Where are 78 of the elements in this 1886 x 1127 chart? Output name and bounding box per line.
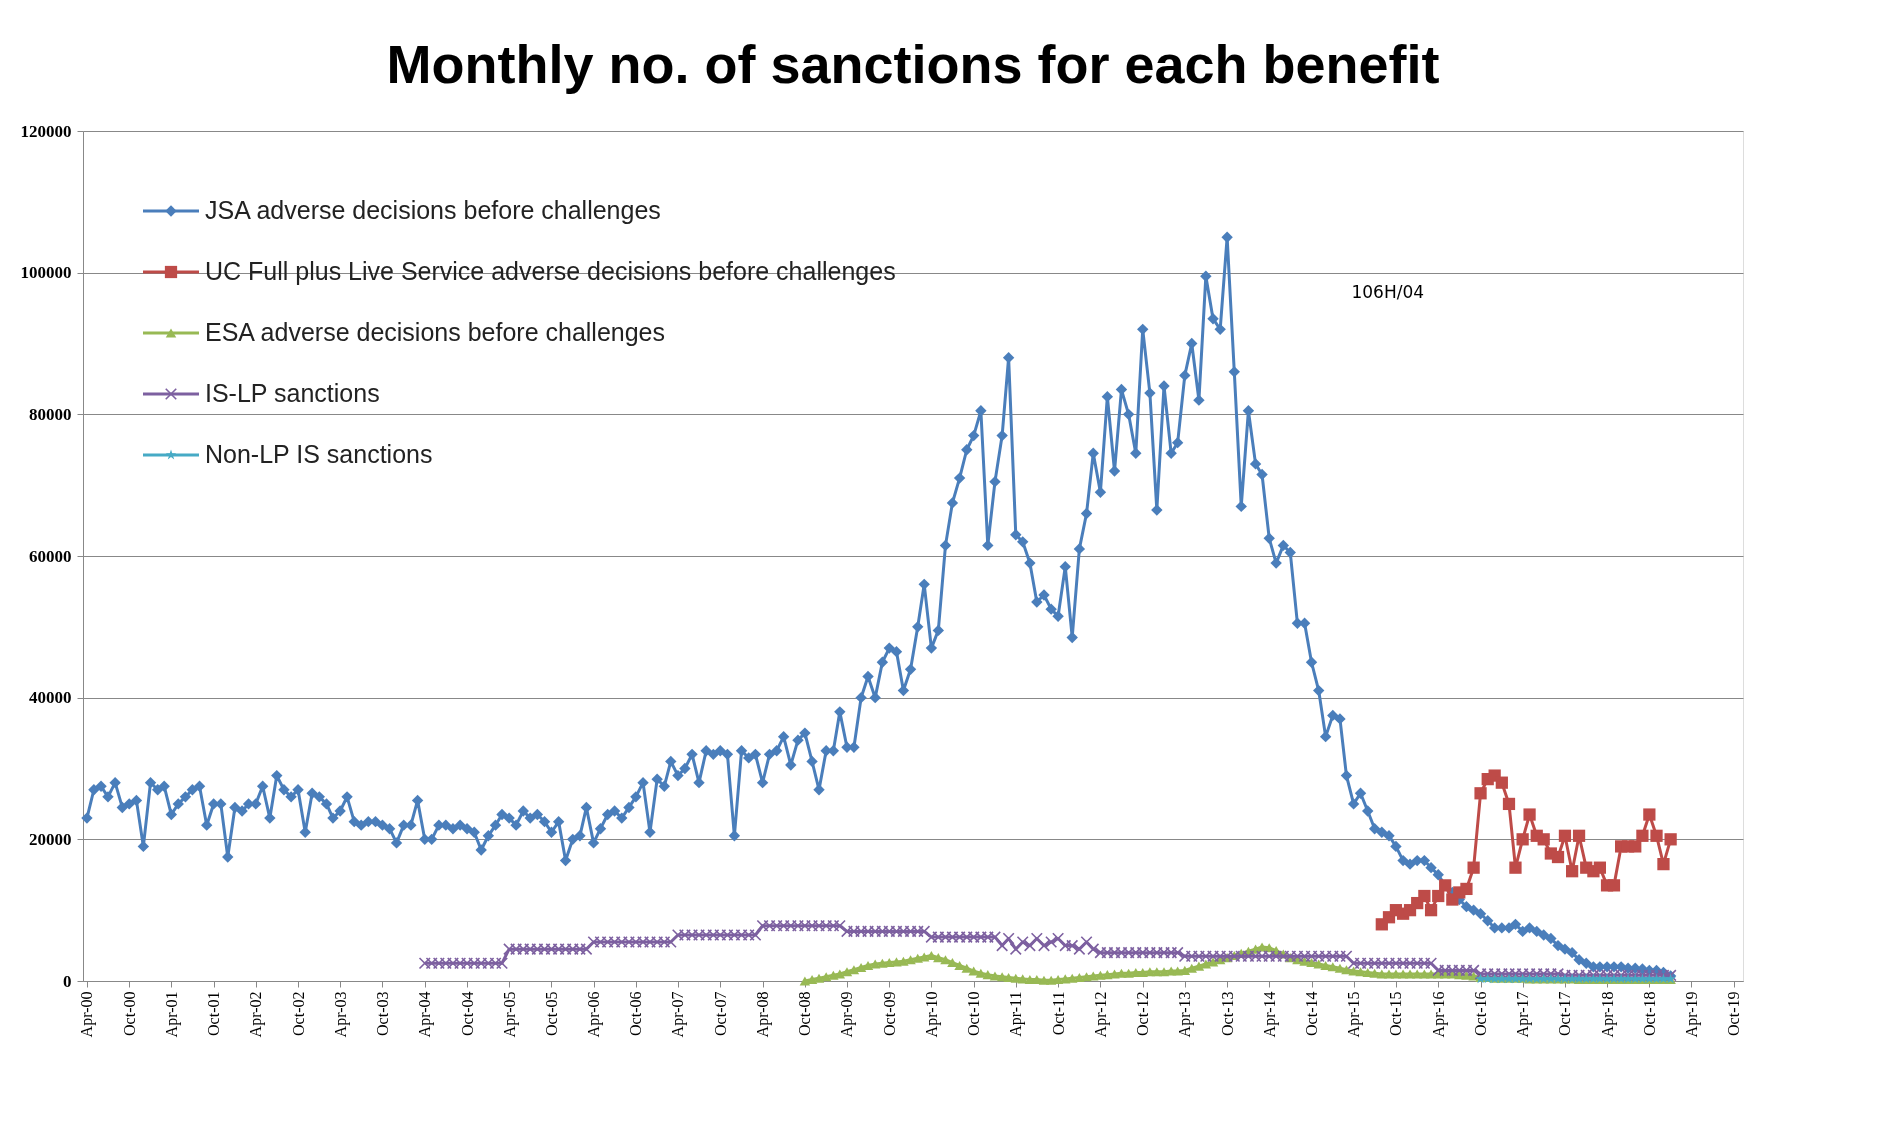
y-tick-label: 120000 — [20, 121, 72, 141]
x-tick-label: Oct-18 — [1640, 991, 1658, 1036]
point — [1558, 829, 1572, 842]
chart-title: Monthly no. of sanctions for each benefit — [386, 34, 1440, 94]
point — [1460, 882, 1473, 896]
point — [1418, 889, 1431, 903]
point — [1495, 776, 1508, 789]
x-tick-label: Apr-08 — [754, 991, 773, 1038]
x-tick-label: Apr-00 — [78, 991, 97, 1038]
point — [1502, 797, 1516, 811]
x-tick-label: Oct-15 — [1387, 991, 1405, 1036]
legend-label: IS-LP sanctions — [205, 379, 380, 407]
point — [1537, 833, 1550, 846]
x-tick-label: Apr-17 — [1514, 991, 1533, 1038]
x-tick-label: Apr-10 — [922, 991, 941, 1038]
y-tick-label: 20000 — [29, 829, 72, 849]
x-tick-label: Apr-13 — [1176, 991, 1195, 1038]
point — [1657, 858, 1670, 871]
x-tick-label: Oct-08 — [796, 991, 814, 1036]
x-tick-label: Oct-12 — [1134, 991, 1152, 1036]
x-tick-label: Oct-06 — [627, 991, 645, 1036]
x-tick-label: Oct-07 — [711, 991, 729, 1036]
legend-label: UC Full plus Live Service adverse decisions before challenges — [205, 257, 896, 285]
point — [1551, 850, 1565, 864]
x-tick-label: Oct-19 — [1725, 991, 1743, 1036]
x-tick-label: Oct-00 — [120, 991, 138, 1036]
x-tick-label: Apr-02 — [247, 991, 266, 1038]
x-tick-label: Apr-06 — [585, 991, 604, 1038]
x-tick-label: Apr-01 — [162, 991, 181, 1038]
x-tick-label: Apr-09 — [838, 991, 857, 1038]
point — [1650, 829, 1663, 842]
x-tick-label: Apr-12 — [1091, 991, 1110, 1038]
point — [1467, 861, 1480, 874]
x-tick-label: Oct-14 — [1303, 991, 1321, 1036]
x-tick-label: Oct-11 — [1049, 991, 1067, 1036]
y-tick-label: 80000 — [29, 404, 72, 424]
point — [1516, 833, 1529, 846]
point — [1636, 829, 1649, 842]
point — [1593, 861, 1606, 874]
y-tick-label: 100000 — [20, 263, 72, 283]
x-tick-label: Oct-10 — [965, 991, 983, 1036]
x-tick-label: Oct-13 — [1218, 991, 1236, 1036]
x-tick-label: Oct-09 — [880, 991, 898, 1036]
x-tick-label: Apr-05 — [500, 991, 519, 1038]
x-tick-label: Apr-15 — [1345, 991, 1364, 1038]
legend-label: JSA adverse decisions before challenges — [205, 196, 661, 224]
point — [1424, 904, 1438, 917]
point — [1566, 865, 1579, 878]
point — [1607, 879, 1621, 892]
point — [1664, 833, 1677, 846]
x-tick-label: Apr-19 — [1682, 991, 1701, 1038]
point — [1643, 808, 1656, 821]
x-tick-label: Oct-16 — [1472, 991, 1490, 1036]
point — [1572, 829, 1586, 842]
legend-label: ESA adverse decisions before challenges — [205, 318, 666, 346]
x-tick-label: Apr-18 — [1598, 991, 1617, 1038]
x-tick-label: Oct-04 — [458, 991, 476, 1036]
x-tick-label: Oct-03 — [373, 991, 391, 1036]
point — [1474, 787, 1487, 800]
x-tick-label: Oct-05 — [542, 991, 560, 1036]
point — [1509, 861, 1522, 874]
legend-label: Non-LP IS sanctions — [205, 440, 433, 468]
x-tick-label: Oct-01 — [205, 991, 223, 1036]
x-tick-label: Oct-17 — [1556, 991, 1574, 1036]
x-tick-label: Apr-04 — [416, 991, 435, 1038]
x-tick-label: Oct-02 — [289, 991, 307, 1036]
y-tick-label: 40000 — [29, 688, 72, 708]
x-tick-label: Apr-03 — [331, 991, 350, 1038]
x-tick-label: Apr-07 — [669, 991, 688, 1038]
y-tick-label: 0 — [63, 971, 72, 991]
point — [1523, 808, 1536, 821]
point — [1629, 840, 1642, 853]
x-tick-label: Apr-11 — [1007, 991, 1026, 1037]
x-tick-label: Apr-14 — [1260, 991, 1279, 1038]
x-tick-label: Apr-16 — [1429, 991, 1448, 1038]
point — [1432, 889, 1445, 903]
y-tick-label: 60000 — [29, 546, 72, 566]
annotation: 106H/04 — [1351, 281, 1425, 302]
